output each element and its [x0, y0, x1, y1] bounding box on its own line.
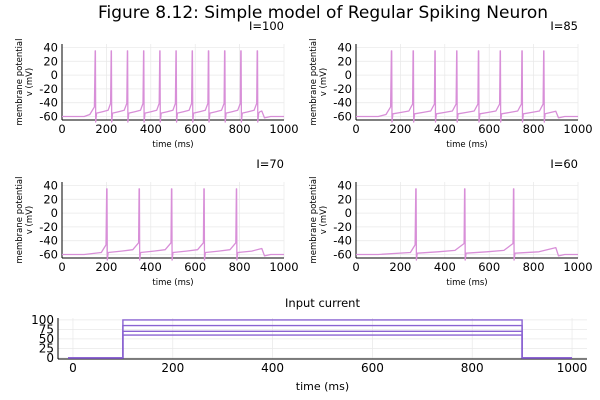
- x-tick-label: 1000: [269, 122, 298, 136]
- voltage-trace: [356, 188, 578, 261]
- figure-title: Figure 8.12: Simple model of Regular Spi…: [98, 3, 548, 23]
- y-tick-label: 25: [39, 341, 54, 355]
- y-tick-label: 20: [337, 54, 352, 68]
- x-axis-label: time (ms): [446, 278, 487, 288]
- x-tick-label: 200: [389, 122, 411, 136]
- voltage-trace: [356, 50, 578, 123]
- voltage-trace: [62, 50, 284, 123]
- y-tick-label: 75: [39, 322, 54, 336]
- x-axis-label: time (ms): [152, 140, 193, 150]
- x-tick-label: 1000: [563, 260, 592, 274]
- x-tick-label: 800: [523, 260, 545, 274]
- x-tick-label: 800: [229, 260, 251, 274]
- y-tick-label: -20: [39, 82, 58, 96]
- x-tick-label: 0: [58, 260, 65, 274]
- y-tick-label: 40: [43, 40, 58, 54]
- y-tick-label: 0: [46, 351, 54, 365]
- y-tick-label: 20: [43, 192, 58, 206]
- x-tick-label: 800: [523, 122, 545, 136]
- x-tick-label: 600: [184, 122, 206, 136]
- y-axis-label: membrane potentialv (mV): [15, 38, 35, 125]
- y-tick-label: 0: [345, 206, 352, 220]
- y-tick-label: -20: [39, 220, 58, 234]
- panel-title: I=70: [256, 157, 284, 171]
- y-tick-label: 40: [337, 178, 352, 192]
- x-tick-label: 200: [161, 361, 184, 375]
- y-tick-label: 20: [43, 54, 58, 68]
- y-tick-label: -40: [333, 96, 352, 110]
- x-tick-label: 1000: [269, 260, 298, 274]
- y-tick-label: 100: [31, 313, 54, 327]
- y-tick-label: 20: [337, 192, 352, 206]
- panel-title: I=60: [550, 157, 578, 171]
- y-tick-label: -20: [333, 220, 352, 234]
- y-tick-label: 0: [345, 68, 352, 82]
- panel-title: I=85: [550, 19, 578, 33]
- x-tick-label: 400: [261, 361, 284, 375]
- x-tick-label: 0: [352, 260, 359, 274]
- x-tick-label: 400: [140, 122, 162, 136]
- y-tick-label: 0: [51, 206, 58, 220]
- x-tick-label: 0: [58, 122, 65, 136]
- x-tick-label: 0: [69, 361, 77, 375]
- y-tick-label: 40: [43, 178, 58, 192]
- x-tick-label: 200: [95, 122, 117, 136]
- x-tick-label: 1000: [557, 361, 588, 375]
- y-tick-label: -20: [333, 82, 352, 96]
- y-tick-label: 40: [337, 40, 352, 54]
- current-series-line: [68, 334, 572, 359]
- y-tick-label: 50: [39, 332, 54, 346]
- y-tick-label: 0: [51, 68, 58, 82]
- x-tick-label: 0: [352, 122, 359, 136]
- voltage-trace: [62, 188, 284, 261]
- current-series-line: [68, 324, 572, 359]
- y-axis-label: membrane potentialv (mV): [309, 176, 329, 263]
- y-tick-label: -60: [333, 248, 352, 262]
- x-axis-label: time (ms): [152, 278, 193, 288]
- x-axis-label: time (ms): [446, 140, 487, 150]
- y-tick-label: -60: [333, 110, 352, 124]
- x-axis-label: time (ms): [296, 380, 349, 393]
- x-tick-label: 600: [184, 260, 206, 274]
- y-axis-label: membrane potentialv (mV): [15, 176, 35, 263]
- y-tick-label: -60: [39, 110, 58, 124]
- y-axis-label: membrane potentialv (mV): [309, 38, 329, 125]
- x-tick-label: 800: [229, 122, 251, 136]
- x-tick-label: 400: [140, 260, 162, 274]
- x-tick-label: 200: [389, 260, 411, 274]
- y-tick-label: -60: [39, 248, 58, 262]
- x-tick-label: 600: [361, 361, 384, 375]
- x-tick-label: 1000: [563, 122, 592, 136]
- x-tick-label: 800: [461, 361, 484, 375]
- y-tick-label: -40: [333, 234, 352, 248]
- y-tick-label: -40: [39, 96, 58, 110]
- panel-title: I=100: [249, 19, 284, 33]
- x-tick-label: 200: [95, 260, 117, 274]
- y-tick-label: -40: [39, 234, 58, 248]
- x-tick-label: 400: [434, 122, 456, 136]
- panel-title: Input current: [285, 296, 360, 310]
- x-tick-label: 600: [478, 260, 500, 274]
- x-tick-label: 400: [434, 260, 456, 274]
- x-tick-label: 600: [478, 122, 500, 136]
